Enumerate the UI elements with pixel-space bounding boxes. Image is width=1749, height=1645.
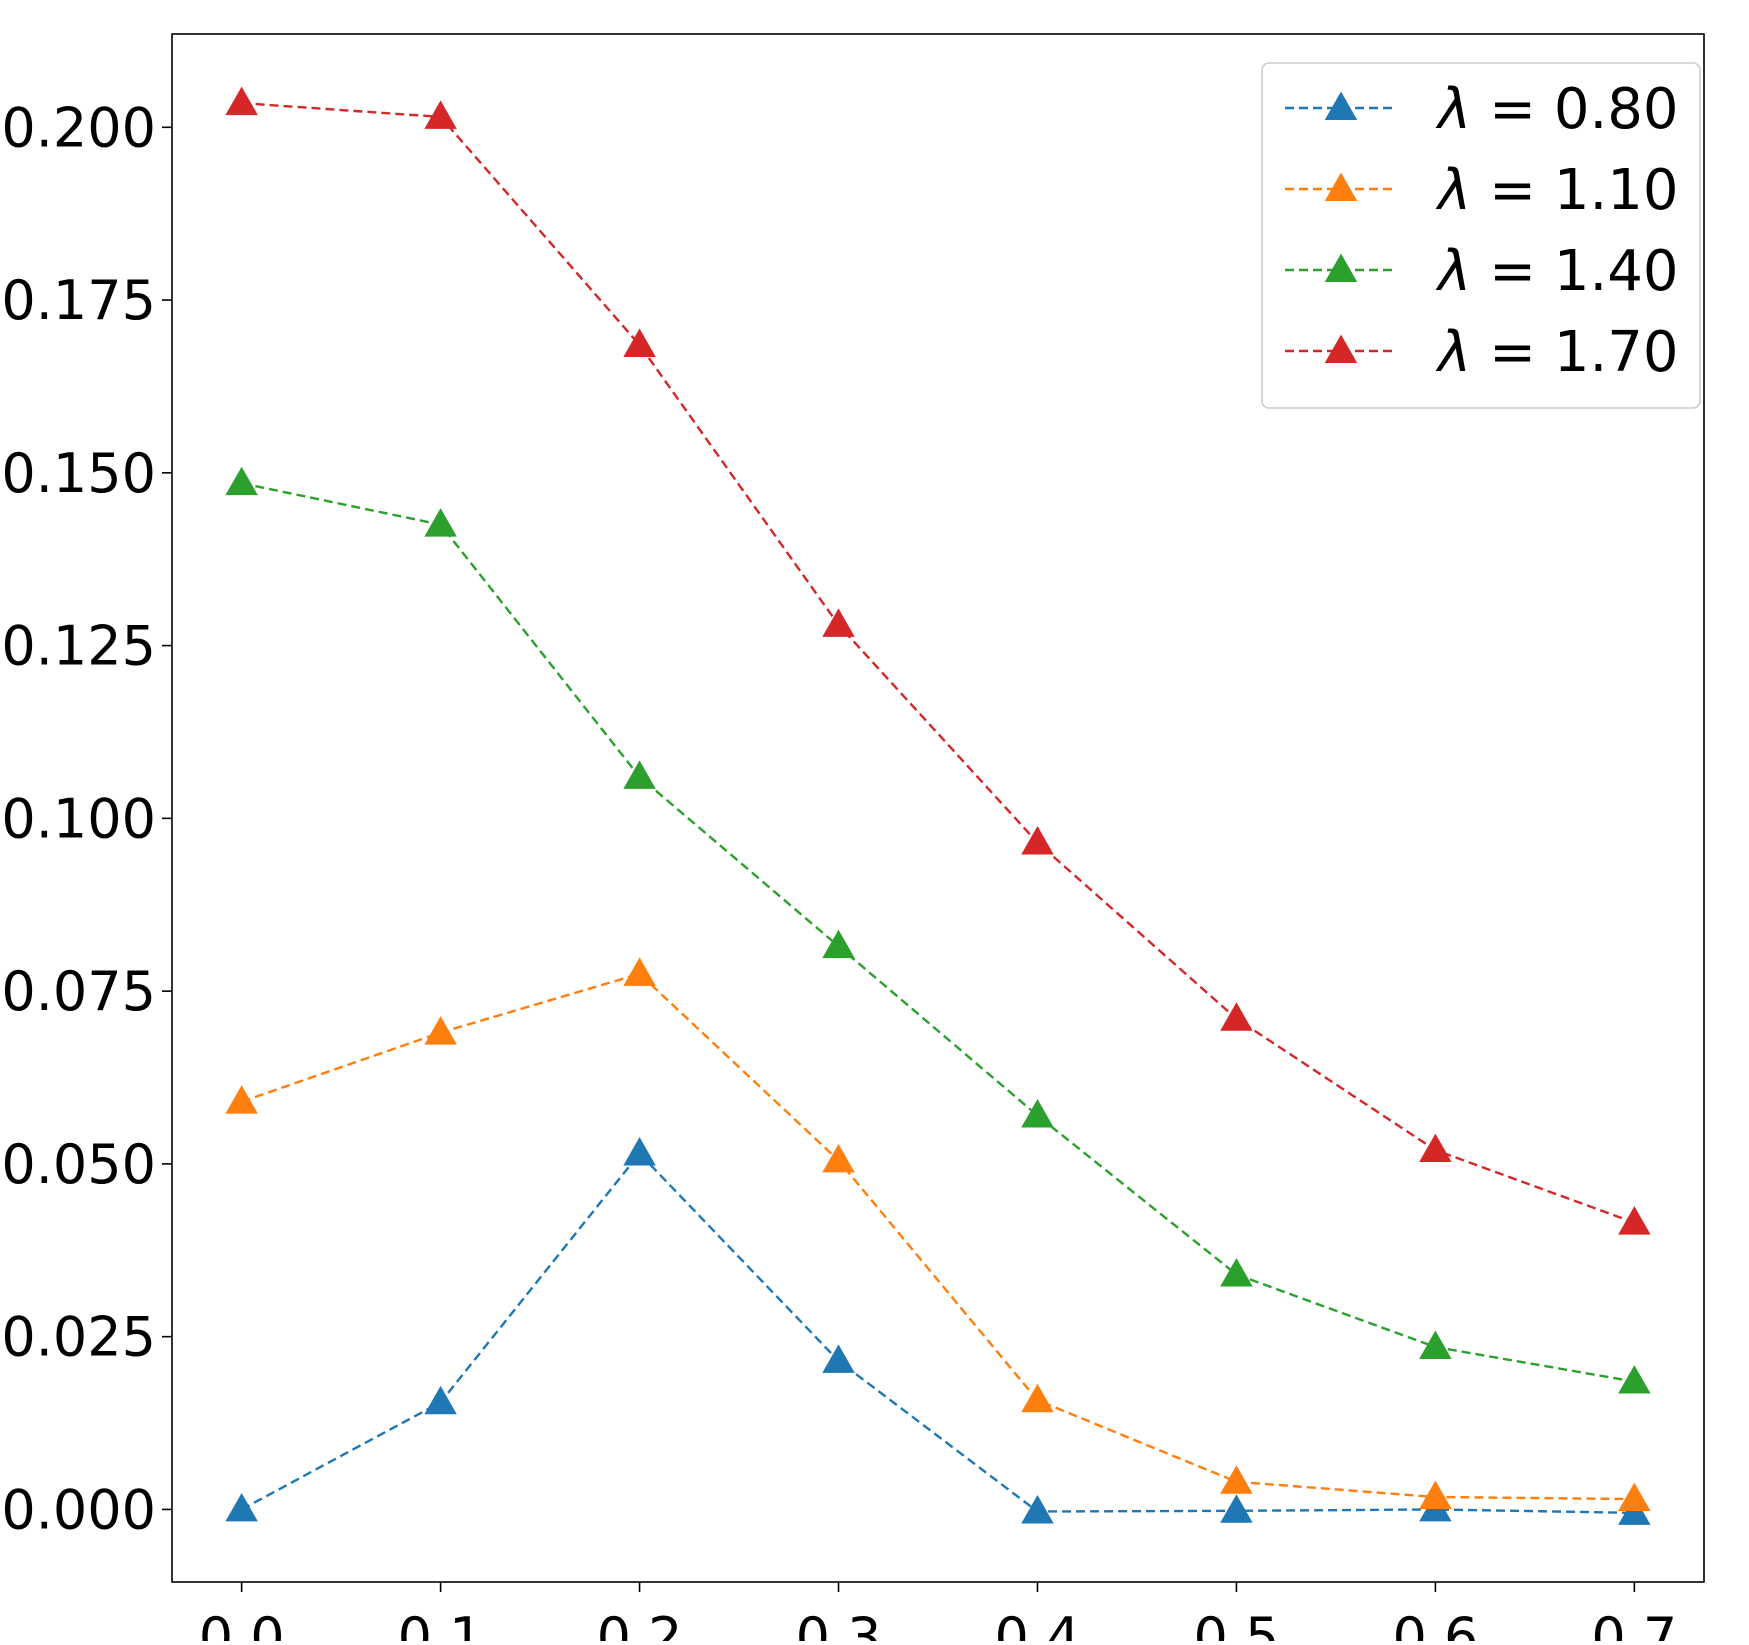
series-line <box>241 101 1635 1224</box>
legend-entry-4: λ = 1.70 <box>1285 320 1679 385</box>
legend-entry-1: λ = 0.80 <box>1285 77 1679 142</box>
series-layer <box>225 86 1651 1525</box>
y-tick-label: 0.200 <box>1 96 156 159</box>
y-tick-label: 0.075 <box>1 960 156 1023</box>
series-2 <box>225 957 1651 1512</box>
data-point-marker <box>225 466 258 496</box>
data-point-marker <box>1021 1495 1054 1524</box>
legend-label: λ = 1.10 <box>1435 158 1679 223</box>
y-tick-label: 0.100 <box>1 787 156 850</box>
series-4 <box>225 86 1651 1235</box>
x-tick-label: 0.5 <box>1193 1606 1279 1641</box>
data-point-marker <box>424 1385 457 1415</box>
legend-lambda-symbol: λ <box>1435 77 1471 142</box>
data-point-marker <box>1618 1365 1651 1394</box>
data-point-marker <box>1419 1330 1452 1360</box>
y-tick-label: 0.125 <box>1 615 156 678</box>
legend-marker <box>1324 334 1358 363</box>
data-point-marker <box>822 1143 855 1173</box>
series-3 <box>225 466 1651 1394</box>
y-tick-label: 0.000 <box>1 1478 156 1541</box>
legend-entry-3: λ = 1.40 <box>1285 239 1679 304</box>
data-point-marker <box>1618 1482 1651 1512</box>
data-point-marker <box>1419 1480 1452 1509</box>
legend-value-text: = 1.70 <box>1489 320 1678 385</box>
series-line <box>241 482 1635 1383</box>
data-point-marker <box>623 1137 656 1166</box>
legend-marker <box>1324 172 1358 201</box>
data-point-marker <box>1220 1494 1253 1523</box>
legend-lambda-symbol: λ <box>1435 320 1471 385</box>
data-point-marker <box>623 760 656 789</box>
data-point-marker <box>424 508 457 537</box>
x-tick-label: 0.0 <box>199 1606 285 1641</box>
legend-marker <box>1324 91 1358 120</box>
legend-label: λ = 1.40 <box>1435 239 1679 304</box>
data-point-marker <box>1021 1099 1054 1128</box>
legend-lambda-symbol: λ <box>1435 239 1471 304</box>
data-point-marker <box>1220 1257 1253 1287</box>
data-point-marker <box>225 86 258 116</box>
legend-value-text: = 1.40 <box>1489 239 1678 304</box>
y-tick-label: 0.150 <box>1 442 156 505</box>
legend: λ = 0.80 λ = 1.10 λ = 1.40 λ = 1.70 <box>1261 62 1701 409</box>
plot-frame <box>171 33 1705 1583</box>
data-point-marker <box>225 1492 258 1522</box>
x-tick-label: 0.2 <box>597 1606 683 1641</box>
x-tick-label: 0.1 <box>398 1606 484 1641</box>
series-line <box>241 1151 1635 1515</box>
legend-value-text: = 1.10 <box>1489 158 1678 223</box>
data-point-marker <box>225 1085 258 1114</box>
data-point-marker <box>424 1016 457 1045</box>
data-point-marker <box>623 957 656 986</box>
x-tick-label: 0.3 <box>796 1606 882 1641</box>
data-point-marker <box>1021 826 1054 855</box>
data-point-marker <box>822 929 855 959</box>
y-tick-label: 0.050 <box>1 1133 156 1196</box>
data-point-marker <box>424 100 457 129</box>
data-point-marker <box>1618 1206 1651 1235</box>
legend-value-text: = 0.80 <box>1489 77 1678 142</box>
data-point-marker <box>822 608 855 637</box>
legend-lambda-symbol: λ <box>1435 158 1471 223</box>
y-tick-label: 0.175 <box>1 269 156 332</box>
data-point-marker <box>822 1344 855 1373</box>
x-tick-label: 0.6 <box>1392 1606 1478 1641</box>
data-point-marker <box>1220 1465 1253 1494</box>
legend-entry-2: λ = 1.10 <box>1285 158 1679 223</box>
legend-box <box>1261 62 1701 409</box>
x-tick-label: 0.7 <box>1591 1606 1677 1641</box>
data-point-marker <box>1419 1133 1452 1163</box>
legend-label: λ = 0.80 <box>1435 77 1679 142</box>
data-point-marker <box>1021 1383 1054 1413</box>
legend-label: λ = 1.70 <box>1435 320 1679 385</box>
legend-marker <box>1324 253 1358 282</box>
x-tick-label: 0.4 <box>995 1606 1081 1641</box>
y-tick-label: 0.025 <box>1 1306 156 1369</box>
data-point-marker <box>623 328 656 357</box>
series-line <box>241 972 1635 1501</box>
axes-layer: 0.0 0.1 0.2 0.3 0.4 0.5 0.6 0.7 0.000 0.025 0.050 0… <box>1 96 1677 1645</box>
data-point-marker <box>1220 1002 1253 1031</box>
